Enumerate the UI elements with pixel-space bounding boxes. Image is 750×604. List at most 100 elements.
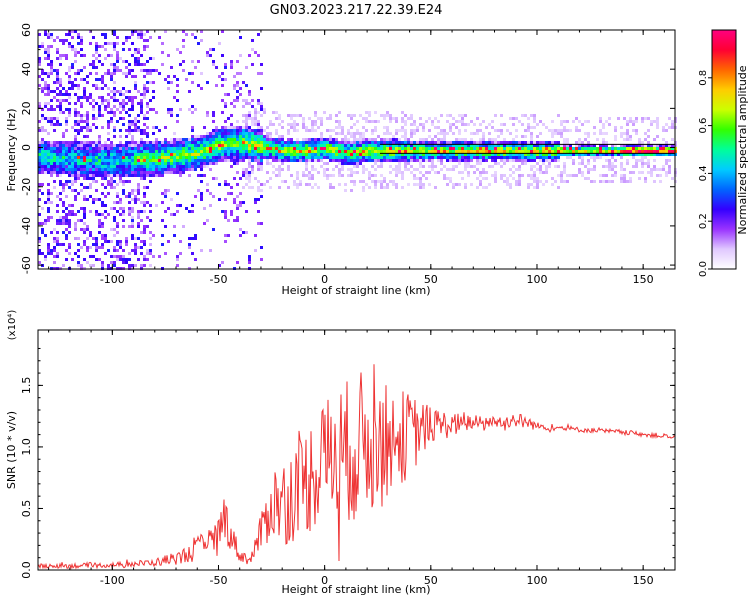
spectrogram-cell	[173, 144, 176, 147]
spectrogram-cell	[149, 153, 152, 156]
spectrogram-cell	[140, 231, 143, 234]
spectrogram-cell	[389, 117, 392, 120]
spectrogram-cell	[590, 153, 593, 156]
spectrogram-cell	[251, 153, 254, 156]
spectrogram-cell	[476, 153, 479, 156]
spectrogram-cell	[56, 69, 59, 72]
spectrogram-cell	[251, 165, 254, 168]
spectrogram-cell	[644, 180, 647, 183]
spectrogram-cell	[482, 171, 485, 174]
spectrogram-cell	[521, 156, 524, 159]
spectrogram-cell	[269, 123, 272, 126]
spectrogram-cell	[362, 141, 365, 144]
spectrogram-cell	[116, 42, 119, 45]
spectrogram-cell	[581, 174, 584, 177]
spectrogram-cell	[116, 183, 119, 186]
spectrogram-cell	[146, 159, 149, 162]
spectrogram-cell	[353, 153, 356, 156]
spectrogram-cell	[410, 129, 413, 132]
spectrogram-cell	[263, 108, 266, 111]
spectrogram-cell	[446, 144, 449, 147]
spectrogram-cell	[203, 207, 206, 210]
spectrogram-cell	[566, 120, 569, 123]
spectrogram-cell	[110, 153, 113, 156]
spectrogram-cell	[218, 264, 221, 267]
spectrogram-cell	[113, 261, 116, 264]
spectrogram-cell	[260, 153, 263, 156]
spectrogram-cell	[344, 147, 347, 150]
spectrogram-cell	[251, 156, 254, 159]
spectrogram-cell	[506, 183, 509, 186]
spectrogram-cell	[224, 141, 227, 144]
spectrogram-cell	[101, 222, 104, 225]
spectrogram-cell	[254, 153, 257, 156]
spectrogram-cell	[245, 183, 248, 186]
spectrogram-cell	[116, 66, 119, 69]
spectrogram-cell	[47, 198, 50, 201]
spectrogram-cell	[584, 138, 587, 141]
spectrogram-cell	[221, 111, 224, 114]
spectrogram-cell	[590, 147, 593, 150]
spectrogram-cell	[179, 204, 182, 207]
spectrogram-cell	[368, 111, 371, 114]
spectrogram-cell	[524, 150, 527, 153]
spectrogram-cell	[41, 138, 44, 141]
spectrogram-cell	[218, 75, 221, 78]
spectrogram-cell	[485, 186, 488, 189]
spectrogram-cell	[467, 141, 470, 144]
spectrogram-cell	[98, 231, 101, 234]
spectrogram-cell	[146, 225, 149, 228]
spectrogram-cell	[512, 153, 515, 156]
spectrogram-cell	[86, 174, 89, 177]
spectrogram-cell	[128, 159, 131, 162]
spectrogram-cell	[107, 42, 110, 45]
spectrogram-cell	[158, 171, 161, 174]
spectrogram-cell	[608, 168, 611, 171]
spectrogram-cell	[173, 138, 176, 141]
spectrogram-cell	[53, 156, 56, 159]
spectrogram-cell	[104, 177, 107, 180]
spectrogram-cell	[500, 150, 503, 153]
spectrogram-cell	[530, 114, 533, 117]
spectrogram-cell	[197, 159, 200, 162]
spectrogram-cell	[56, 72, 59, 75]
spectrogram-cell	[518, 180, 521, 183]
spectrogram-cell	[89, 153, 92, 156]
spectrogram-cell	[467, 159, 470, 162]
spectrogram-cell	[89, 165, 92, 168]
spectrogram-cell	[191, 60, 194, 63]
spectrogram-cell	[335, 147, 338, 150]
spectrogram-cell	[323, 111, 326, 114]
spectrogram-cell	[47, 168, 50, 171]
spectrogram-cell	[383, 132, 386, 135]
spectrogram-cell	[101, 33, 104, 36]
spectrogram-cell	[377, 180, 380, 183]
spectrogram-cell	[494, 174, 497, 177]
spectrogram-cell	[290, 138, 293, 141]
spectrogram-cell	[206, 132, 209, 135]
spectrogram-cell	[146, 117, 149, 120]
spectrogram-cell	[233, 99, 236, 102]
spectrogram-cell	[137, 210, 140, 213]
spectrogram-cell	[341, 159, 344, 162]
spectrogram-cell	[65, 153, 68, 156]
spectrogram-cell	[41, 231, 44, 234]
spectrogram-cell	[368, 153, 371, 156]
spectrogram-cell	[251, 135, 254, 138]
spectrogram-cell	[89, 174, 92, 177]
spectrogram-cell	[416, 156, 419, 159]
spectrogram-cell	[464, 168, 467, 171]
spectrogram-cell	[185, 153, 188, 156]
spectrogram-cell	[545, 159, 548, 162]
spectrogram-cell	[347, 132, 350, 135]
spectrogram-cell	[122, 165, 125, 168]
spectrogram-cell	[515, 183, 518, 186]
spectrogram-cell	[305, 183, 308, 186]
spectrogram-cell	[50, 72, 53, 75]
spectrogram-cell	[71, 126, 74, 129]
spectrogram-cell	[77, 219, 80, 222]
spectrogram-cell	[179, 240, 182, 243]
spectrogram-cell	[464, 186, 467, 189]
spectrogram-cell	[68, 213, 71, 216]
spectrogram-cell	[215, 156, 218, 159]
